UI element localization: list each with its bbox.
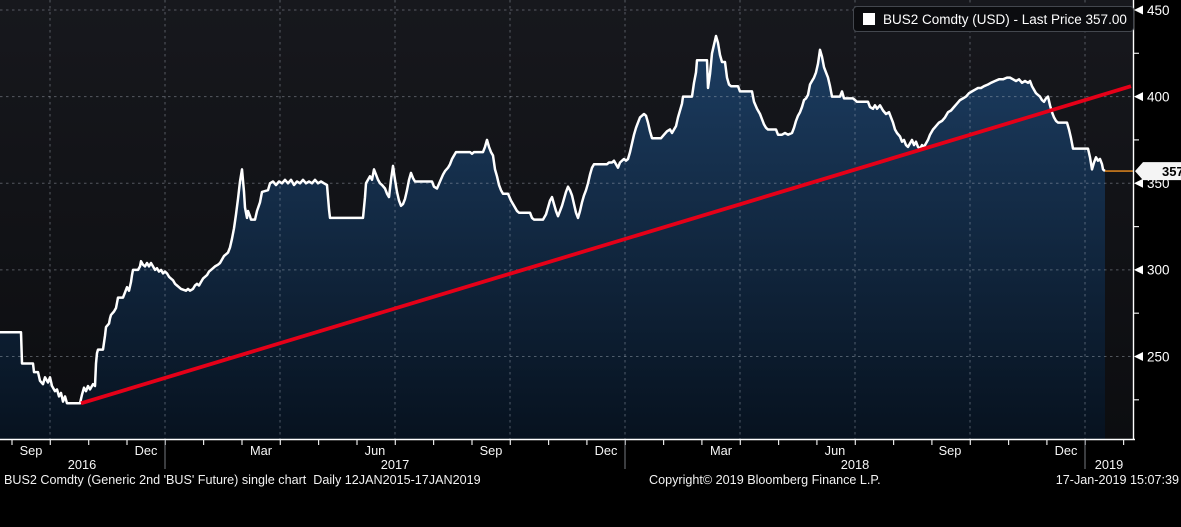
- month-label: Jun: [825, 443, 846, 458]
- month-label: Dec: [135, 443, 158, 458]
- month-label: Jun: [365, 443, 386, 458]
- gridlines: [0, 0, 1133, 439]
- month-label: Sep: [939, 443, 962, 458]
- month-label: Sep: [20, 443, 43, 458]
- y-tick-label: 400: [1147, 89, 1170, 104]
- chart-legend[interactable]: BUS2 Comdty (USD) - Last Price 357.00: [853, 6, 1134, 32]
- month-label: Dec: [1055, 443, 1078, 458]
- year-label: 2018: [841, 457, 869, 472]
- y-tick-label: 300: [1147, 263, 1170, 278]
- year-label: 2016: [68, 457, 96, 472]
- trend-line: [80, 84, 1132, 406]
- y-tick-arrow-icon: [1134, 178, 1143, 188]
- year-label: 2017: [381, 457, 409, 472]
- year-label: 2019: [1095, 457, 1123, 472]
- legend-series-swatch-icon: [863, 13, 875, 25]
- footer-security-description: BUS2 Comdty (Generic 2nd 'BUS' Future) s…: [4, 473, 481, 487]
- x-axis-month-labels: Sep Dec Mar Jun Sep Dec Mar Jun Sep Dec: [20, 443, 1078, 458]
- month-label: Mar: [250, 443, 273, 458]
- year-separators: [164, 440, 1086, 469]
- y-tick-label: 450: [1147, 3, 1170, 18]
- y-tick-arrow-icon: [1134, 265, 1143, 275]
- bloomberg-chart-screen: { "legend": { "marker_color": "#ffffff",…: [0, 0, 1181, 491]
- month-label: Dec: [595, 443, 618, 458]
- y-tick-arrow-icon: [1134, 92, 1143, 102]
- last-price-value: 357.00: [1162, 164, 1181, 179]
- price-series-line: [0, 34, 1106, 405]
- month-label: Sep: [480, 443, 503, 458]
- x-axis-year-labels: 2016 2017 2018 2019: [68, 457, 1123, 472]
- y-tick-arrow-icon: [1134, 352, 1143, 362]
- area-fill: [0, 36, 1105, 439]
- last-price-tag: 357.00: [1135, 162, 1181, 181]
- footer-timestamp: 17-Jan-2019 15:07:39: [1055, 473, 1179, 487]
- y-tick-arrow-icon: [1134, 5, 1143, 15]
- chart-footer: BUS2 Comdty (Generic 2nd 'BUS' Future) s…: [0, 471, 1181, 491]
- legend-series-label: BUS2 Comdty (USD) - Last Price 357.00: [883, 11, 1127, 27]
- footer-copyright: Copyright© 2019 Bloomberg Finance L.P.: [649, 473, 881, 487]
- y-tick-label: 250: [1147, 349, 1170, 364]
- month-label: Mar: [710, 443, 733, 458]
